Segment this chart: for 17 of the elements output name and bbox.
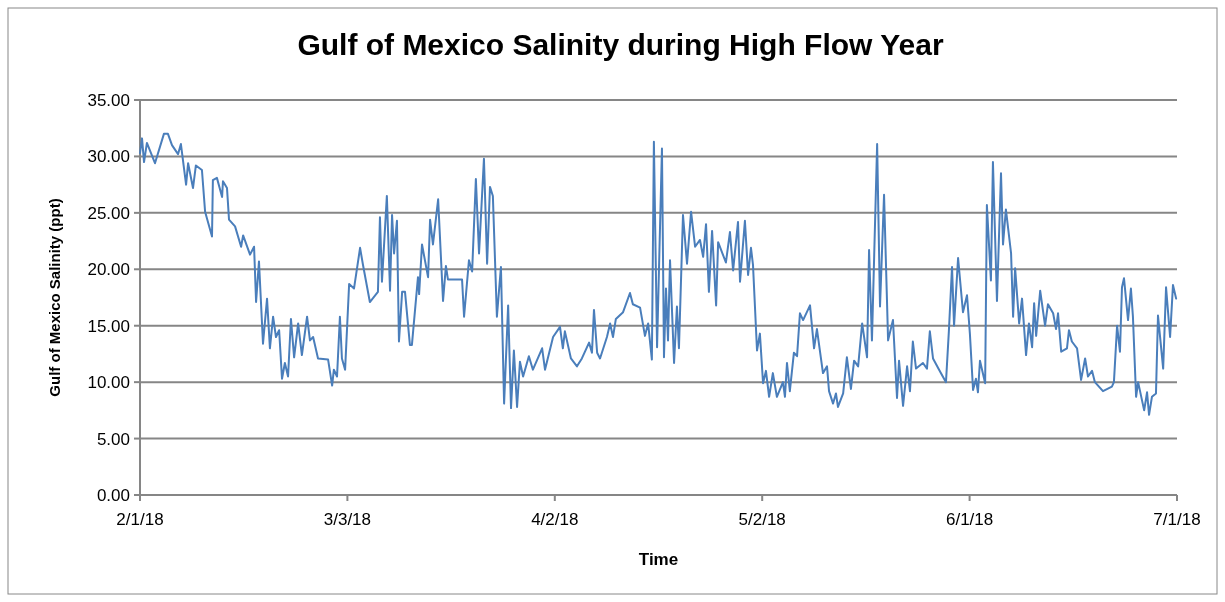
x-tick-label: 2/1/18 [116,510,164,529]
x-axis-title: Time [638,550,679,569]
y-tick-label: 5.00 [96,429,130,449]
x-tick-label: 7/1/18 [1153,510,1201,529]
y-tick-label: 15.00 [87,316,130,336]
y-tick-label: 0.00 [96,485,130,505]
x-tick-label: 5/2/18 [738,510,786,529]
y-tick-label: 30.00 [87,147,130,167]
y-tick-label: 10.00 [87,373,130,393]
y-axis-title: Gulf of Mexico Salinity (ppt) [46,198,63,397]
x-tick-label: 4/2/18 [531,510,579,529]
chart-title: Gulf of Mexico Salinity during High Flow Year [297,28,944,61]
y-tick-label: 25.00 [87,203,130,223]
y-tick-label: 35.00 [87,90,130,110]
x-tick-label: 3/3/18 [323,510,372,529]
y-tick-label: 20.00 [87,260,130,280]
x-tick-label: 6/1/18 [945,510,994,529]
